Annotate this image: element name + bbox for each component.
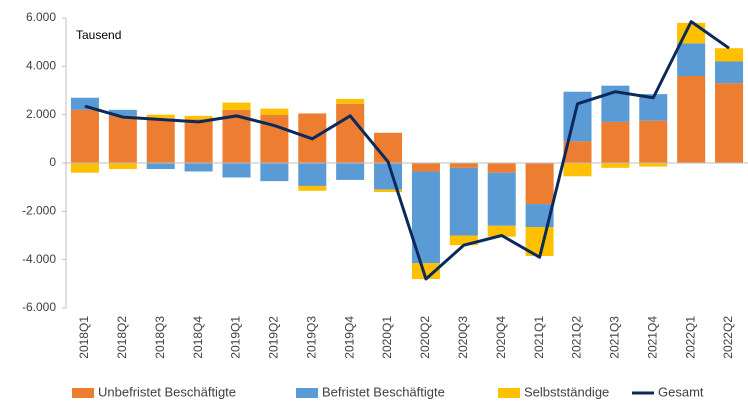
bar-segment [639, 163, 668, 167]
bar-segment [677, 43, 706, 76]
bar-segment [260, 163, 289, 182]
bar-segment [298, 163, 327, 186]
bar-segment [260, 108, 289, 115]
bar-segment [715, 83, 744, 163]
x-tick-label: 2018Q2 [115, 316, 129, 359]
x-tick-label: 2018Q4 [191, 316, 205, 359]
bar-segment [411, 163, 440, 172]
x-tick-label: 2019Q2 [267, 316, 281, 359]
x-tick-label: 2019Q1 [229, 316, 243, 359]
bar-segment [677, 76, 706, 163]
x-tick-label: 2021Q1 [532, 316, 546, 359]
bar-segment [336, 163, 365, 180]
bar-segment [715, 61, 744, 84]
legend-label: Selbstständige [524, 384, 609, 399]
x-tick-label: 2018Q3 [153, 316, 167, 359]
legend-label: Gesamt [658, 384, 704, 399]
bar-segment [449, 235, 478, 246]
bar-segment [487, 225, 516, 237]
x-tick-label: 2020Q4 [494, 316, 508, 359]
bar-segment [487, 163, 516, 173]
y-tick-label: -6.000 [22, 300, 56, 314]
bar-segment [601, 121, 630, 163]
bar-segment [108, 109, 137, 116]
bar-segment [108, 115, 137, 163]
x-tick-label: 2022Q2 [721, 316, 735, 359]
bar-segment [374, 163, 403, 190]
bar-segment [184, 115, 213, 120]
bar-segment [184, 163, 213, 172]
x-tick-label: 2020Q1 [380, 316, 394, 359]
bar-segment [374, 189, 403, 192]
bar-segment [563, 141, 592, 163]
bar-segment [525, 204, 554, 228]
y-tick-label: 2.000 [26, 107, 56, 121]
y-tick-label: -4.000 [22, 252, 56, 266]
bar-segment [222, 163, 251, 178]
legend-swatch [498, 388, 520, 398]
bar-segment [70, 109, 99, 163]
bar-segment [336, 103, 365, 163]
bar-segment [715, 48, 744, 62]
bar-segment [146, 114, 175, 119]
y-tick-label: 6.000 [26, 10, 56, 24]
y-tick-label: 0 [49, 155, 56, 169]
bar-segment [336, 98, 365, 104]
x-tick-label: 2019Q4 [342, 316, 356, 359]
bar-segment [525, 163, 554, 205]
x-tick-label: 2018Q1 [77, 316, 91, 359]
x-tick-label: 2022Q1 [683, 316, 697, 359]
x-tick-label: 2020Q2 [418, 316, 432, 359]
x-tick-label: 2021Q2 [570, 316, 584, 359]
line [84, 20, 730, 281]
bar-segment [222, 102, 251, 110]
bar-segment [639, 120, 668, 163]
bar-segment [146, 118, 175, 163]
bar-segment [146, 163, 175, 170]
x-tick-label: 2021Q4 [645, 316, 659, 359]
bar-segment [487, 172, 516, 226]
legend-label: Befristet Beschäftigte [322, 384, 445, 399]
bar-segment [449, 167, 478, 236]
legend-swatch [72, 388, 94, 398]
x-tick-label: 2019Q3 [304, 316, 318, 359]
bar-segment [411, 263, 440, 279]
annotation: Tausend [76, 28, 121, 42]
bar-segment [184, 119, 213, 163]
bar-segment [374, 132, 403, 163]
x-tick-label: 2020Q3 [456, 316, 470, 359]
bar-segment [108, 163, 137, 170]
y-tick-label: -2.000 [22, 204, 56, 218]
bar-segment [563, 163, 592, 177]
bar-segment [601, 163, 630, 168]
y-tick-label: 4.000 [26, 59, 56, 73]
bar-segment [70, 163, 99, 173]
legend-label: Unbefristet Beschäftigte [98, 384, 236, 399]
bar-segment [449, 163, 478, 168]
legend-swatch [296, 388, 318, 398]
bar-segment [298, 185, 327, 191]
x-tick-label: 2021Q3 [608, 316, 622, 359]
